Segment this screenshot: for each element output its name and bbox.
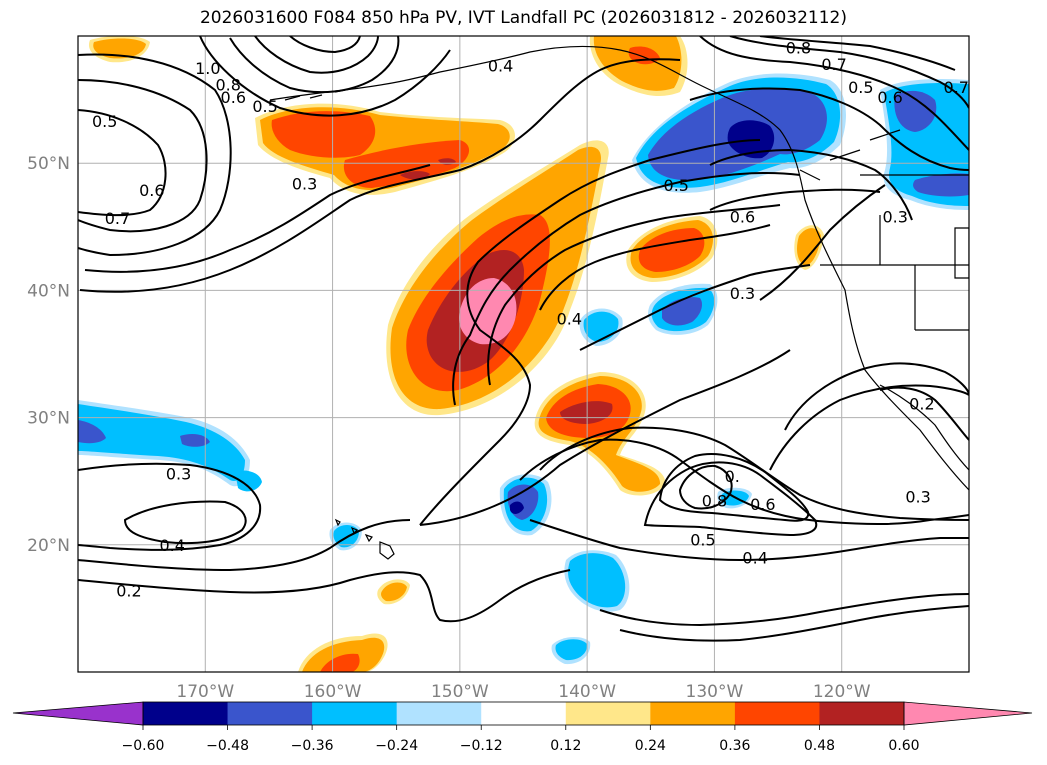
contour-label: 0.7 <box>944 78 969 97</box>
contour-label: 0.2 <box>116 582 141 601</box>
hawaii-islands <box>334 518 395 560</box>
colorbar-segment <box>396 702 482 725</box>
longitude-labels: 170°W 160°W 150°W 140°W 130°W 120°W <box>176 682 870 702</box>
colorbar-segment <box>819 702 905 725</box>
contour-label: 0.6 <box>730 208 755 227</box>
contour-label: 0.5 <box>690 531 715 550</box>
colorbar-segment <box>734 702 820 725</box>
lon-tick-label: 160°W <box>304 682 362 702</box>
contour-label: 0.8 <box>786 38 811 57</box>
lat-tick-label: 50°N <box>27 154 70 174</box>
contour-label: 0.4 <box>742 549 767 568</box>
colorbar-segment <box>565 702 651 725</box>
colorbar-tick-label: −0.36 <box>291 738 334 754</box>
contour-label: 0.4 <box>557 309 582 328</box>
contour-label: 0.3 <box>882 208 907 227</box>
colorbar: −0.60 −0.48 −0.36 −0.24 −0.12 0.12 0.24 0.36 0.4… <box>12 701 1033 754</box>
contour-label: 0.6 <box>750 495 775 514</box>
colorbar-tick-label: 0.60 <box>888 738 919 754</box>
contour-label: 0.5 <box>848 78 873 97</box>
contour-label: 0.2 <box>909 395 934 414</box>
map-title: 2026031600 F084 850 hPa PV, IVT Landfall… <box>199 8 847 28</box>
contour-label: 0.3 <box>292 175 317 194</box>
lon-tick-label: 130°W <box>686 682 744 702</box>
contour-label: 0.3 <box>905 487 930 506</box>
colorbar-tick-label: −0.48 <box>206 738 249 754</box>
lon-tick-label: 140°W <box>558 682 616 702</box>
lat-tick-label: 30°N <box>27 409 70 429</box>
contour-label: 0.6 <box>877 88 902 107</box>
lat-tick-label: 20°N <box>27 536 70 556</box>
contour-label: 0.5 <box>252 97 277 116</box>
colorbar-tick-label: 0.24 <box>635 738 666 754</box>
contour-label: 0.7 <box>821 55 846 74</box>
map-border <box>77 35 970 673</box>
contour-label: 0.3 <box>166 465 191 484</box>
contour-label: 0.5 <box>664 176 689 195</box>
colorbar-tick-label: 0.36 <box>719 738 750 754</box>
contour-label: 0.7 <box>105 209 130 228</box>
colorbar-tick-label: −0.60 <box>122 738 165 754</box>
lon-tick-label: 120°W <box>813 682 871 702</box>
contour-label: 0.3 <box>730 284 755 303</box>
lon-tick-label: 150°W <box>431 682 489 702</box>
contour-label: 0. <box>725 467 740 486</box>
colorbar-frame <box>142 701 905 726</box>
lon-tick-label: 170°W <box>176 682 234 702</box>
colorbar-segment <box>227 702 313 725</box>
colorbar-segment <box>650 702 736 725</box>
contour-label: 0.6 <box>221 88 246 107</box>
colorbar-segment <box>481 702 567 725</box>
contour-label: 0.8 <box>702 491 727 510</box>
colorbar-tick-label: −0.24 <box>375 738 418 754</box>
colorbar-tick-label: −0.12 <box>460 738 503 754</box>
graticule <box>78 36 969 672</box>
pv-contours <box>78 36 969 642</box>
lat-tick-label: 40°N <box>27 281 70 301</box>
colorbar-extend-max <box>904 702 1032 725</box>
contour-label: 0.8 <box>215 75 240 94</box>
contour-label: 0.4 <box>159 536 184 555</box>
contour-label-layer: 1.00.80.6 0.50.50.60.70.40.30.80.70.50.60… <box>92 38 969 601</box>
contour-label: 0.5 <box>92 112 117 131</box>
colorbar-segment <box>143 702 229 725</box>
colorbar-tick-label: 0.12 <box>550 738 581 754</box>
latitude-labels: 20°N 30°N 40°N 50°N <box>27 154 70 556</box>
contour-label: 0.6 <box>139 181 164 200</box>
contour-label: 0.4 <box>488 56 513 75</box>
colorbar-extend-min <box>13 702 143 725</box>
colorbar-segment <box>312 702 398 725</box>
colorbar-tick-label: 0.48 <box>804 738 835 754</box>
contour-label: 1.0 <box>195 59 220 78</box>
